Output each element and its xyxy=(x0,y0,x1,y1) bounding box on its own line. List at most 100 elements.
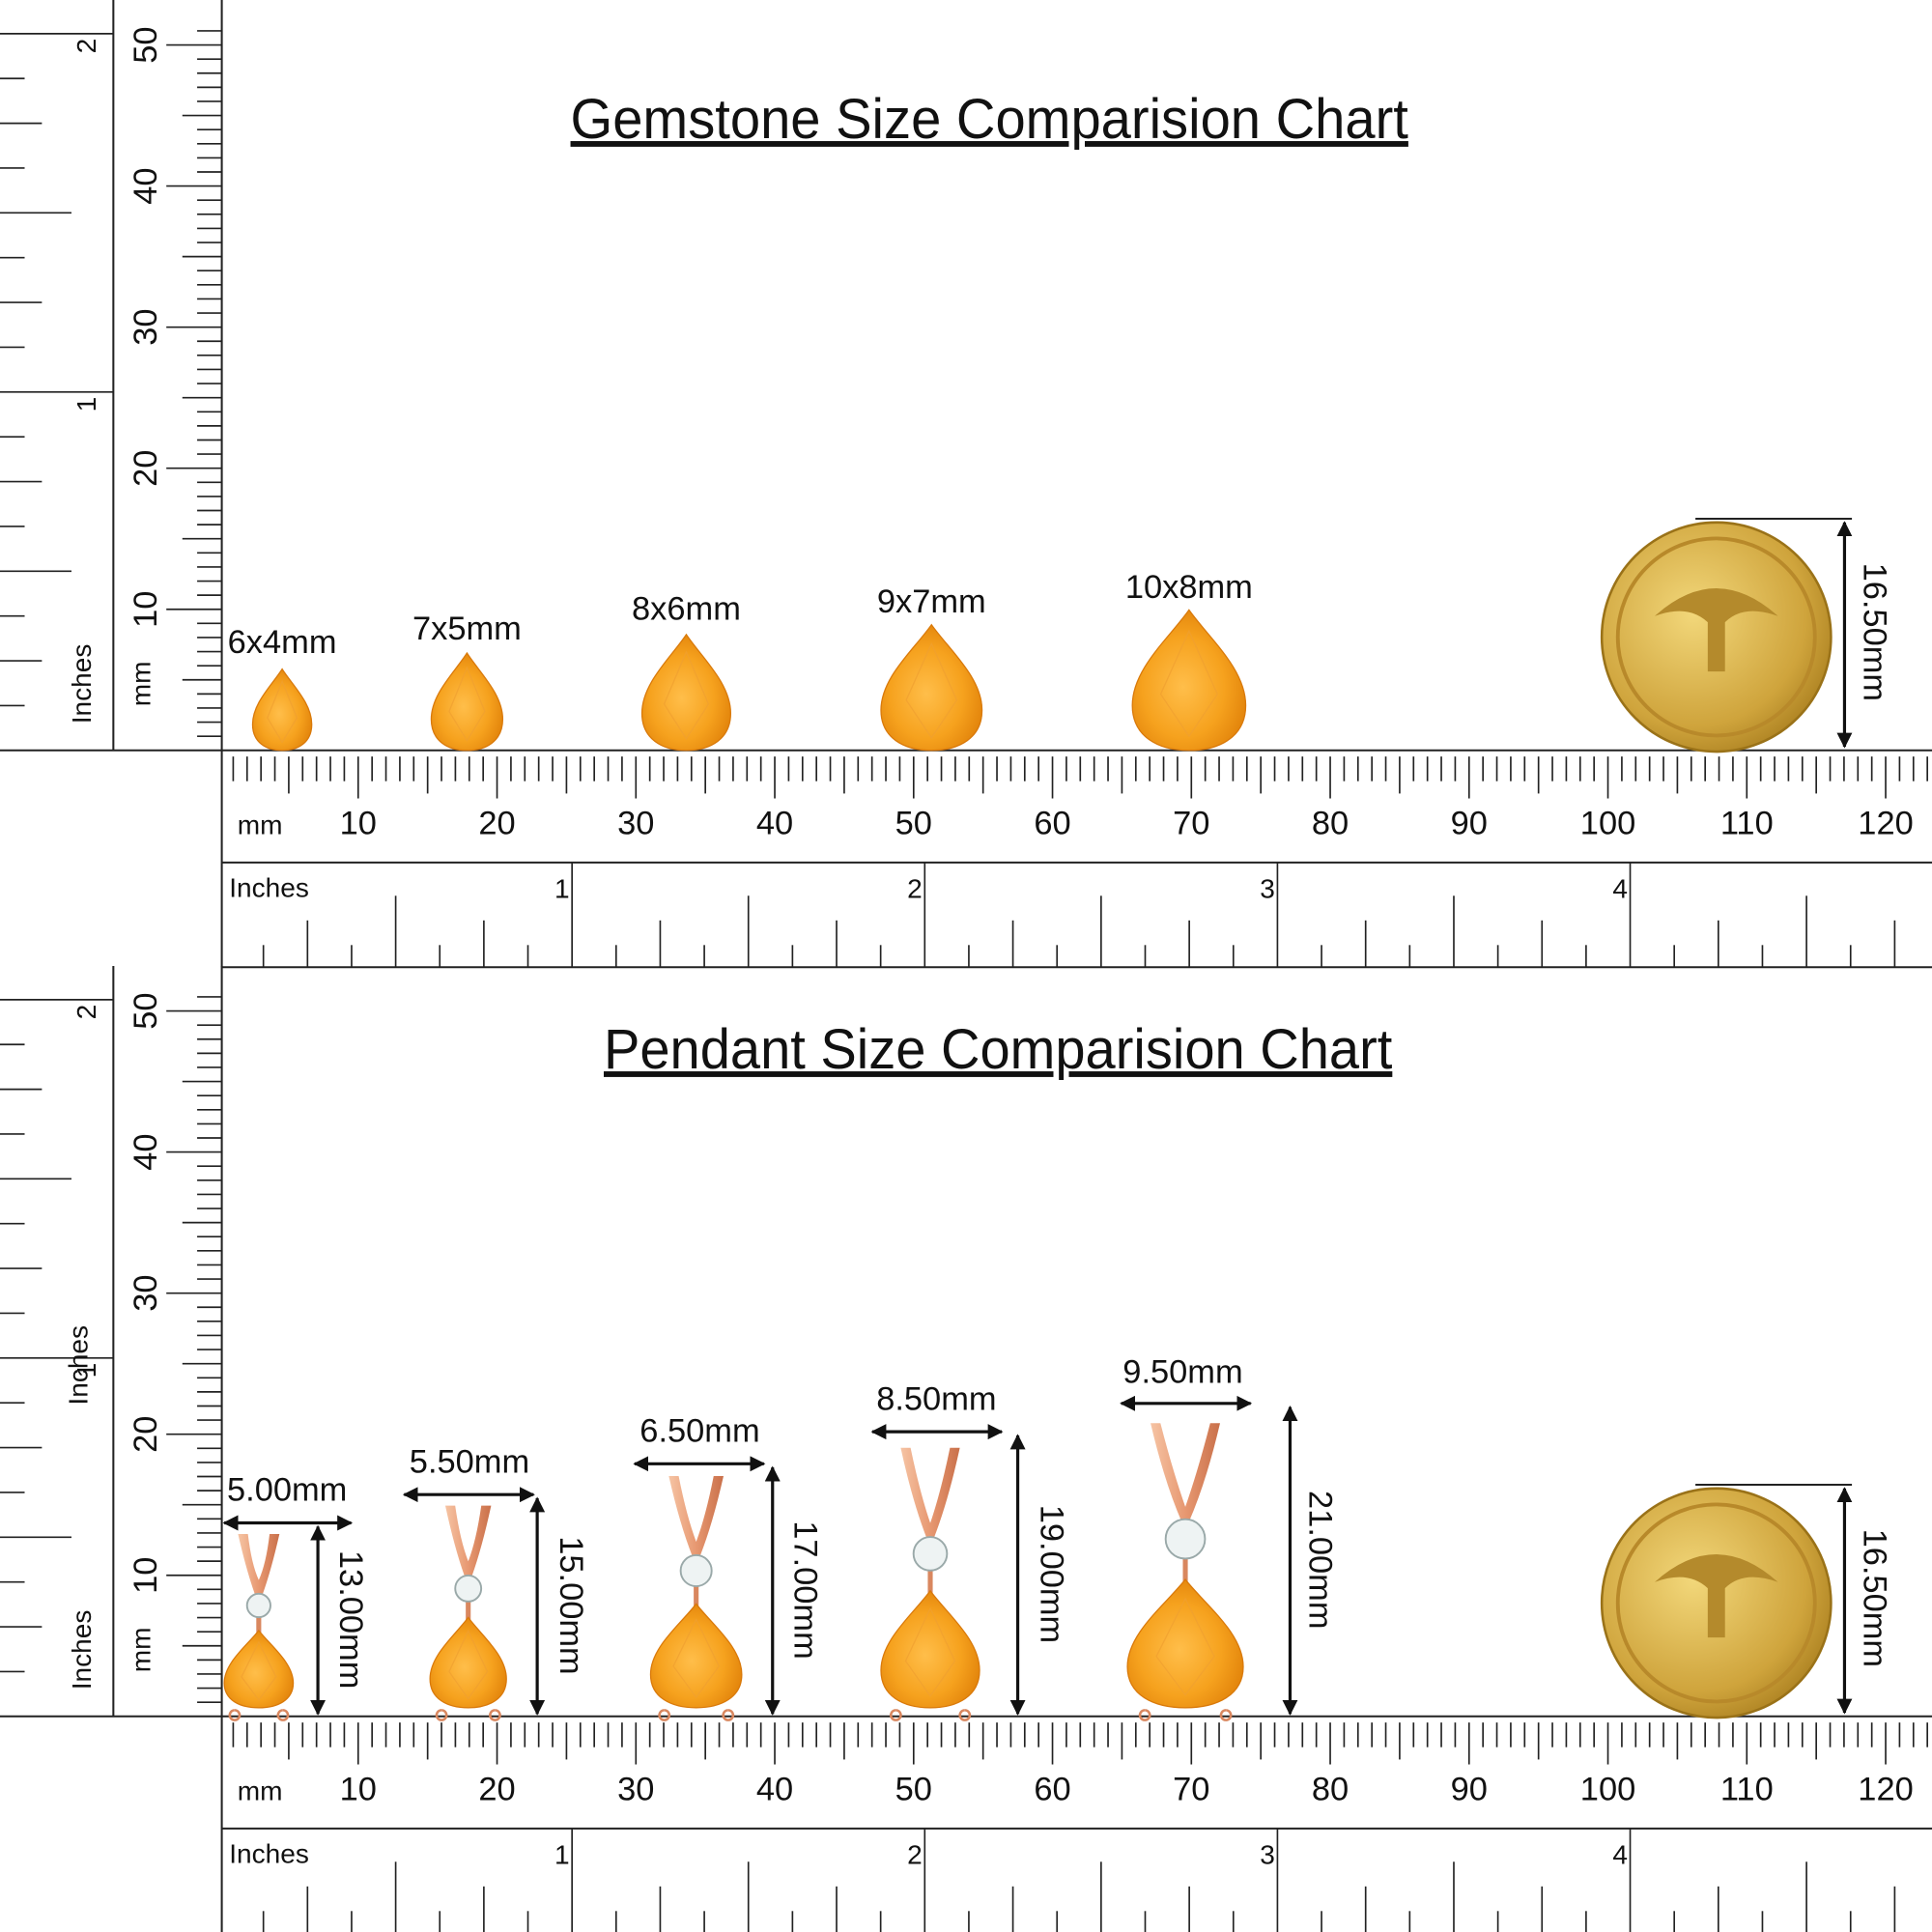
gem-facet xyxy=(663,650,710,740)
side-mm-number: 10 xyxy=(128,1557,164,1594)
side-mm-number: 10 xyxy=(128,591,164,628)
gemstone xyxy=(1131,609,1247,752)
gem-size: 8x6mm xyxy=(632,591,741,628)
mm-number: 40 xyxy=(756,1772,793,1808)
pendant-height: 13.00mm xyxy=(332,1550,369,1689)
mm-number: 10 xyxy=(340,1772,377,1808)
pendant-width: 9.50mm xyxy=(1122,1353,1242,1390)
side-mm-number: 50 xyxy=(128,992,164,1029)
inch-number: 3 xyxy=(1260,1840,1275,1870)
side-inch-number: 1 xyxy=(71,1363,101,1378)
gem-facet xyxy=(1159,629,1218,738)
coin-eagle xyxy=(1655,1554,1778,1638)
mm-number: 60 xyxy=(1034,806,1070,842)
mm-number: 100 xyxy=(1580,806,1635,842)
pendant-gem xyxy=(880,1589,980,1709)
side-mm-number: 30 xyxy=(128,308,164,345)
pendant-prongs xyxy=(1138,1709,1233,1721)
side-inch-label: Inches xyxy=(63,1325,93,1406)
pendant-height: 15.00mm xyxy=(553,1536,589,1674)
ruler: 10 20 30 40 50 60 70 80 90 100 110 120 mm 1 2 3 4 Inches 1… xyxy=(0,0,1932,969)
pendant-width: 5.50mm xyxy=(410,1443,529,1480)
coin-eagle xyxy=(1655,588,1778,672)
inch-label: Inches xyxy=(229,872,309,902)
side-mm-number: 30 xyxy=(128,1274,164,1311)
mm-number: 40 xyxy=(756,806,793,842)
pendant-prongs xyxy=(658,1709,735,1721)
gem-size: 7x5mm xyxy=(412,611,522,647)
pendant-bail xyxy=(238,1534,280,1595)
mm-number: 50 xyxy=(895,1772,932,1808)
gemstone xyxy=(640,633,732,752)
gem-facet xyxy=(1155,1597,1215,1696)
pendant-bail xyxy=(1151,1423,1221,1522)
pendant-width: 8.50mm xyxy=(876,1380,996,1417)
mm-number: 70 xyxy=(1173,1772,1209,1808)
gem-facet xyxy=(904,1606,956,1697)
mm-number: 110 xyxy=(1720,1772,1774,1808)
gem-facet xyxy=(241,1640,277,1701)
pendant-gem xyxy=(1126,1578,1244,1709)
coin-diameter: 16.50mm xyxy=(1857,563,1893,702)
gem-size: 10x8mm xyxy=(1125,569,1253,606)
side-mm-number: 40 xyxy=(128,1133,164,1170)
gem-facet xyxy=(448,1629,489,1700)
mm-number: 80 xyxy=(1312,806,1349,842)
coin-rim xyxy=(1615,536,1817,738)
mm-number: 20 xyxy=(478,1772,515,1808)
mm-label: mm xyxy=(238,810,283,839)
pendant-title: Pendant Size Comparision Chart xyxy=(604,1018,1392,1081)
mm-number: 30 xyxy=(617,806,654,842)
inch-number: 4 xyxy=(1612,1840,1628,1870)
side-mm-number: 50 xyxy=(128,26,164,63)
inch-number: 1 xyxy=(554,1840,570,1870)
side-mm-label: mm xyxy=(126,1628,156,1673)
pendant-gem xyxy=(429,1616,507,1709)
mm-number: 90 xyxy=(1451,806,1488,842)
mm-number: 60 xyxy=(1034,1772,1070,1808)
pendant-gem xyxy=(223,1629,295,1709)
pendant-width: 5.00mm xyxy=(227,1472,347,1509)
side-inch-number: 2 xyxy=(71,1005,101,1020)
pendant-bail xyxy=(900,1447,960,1538)
pendant-diamond xyxy=(454,1574,483,1603)
side-mm-number: 20 xyxy=(128,1416,164,1453)
pendant-bail xyxy=(668,1476,724,1557)
mm-number: 120 xyxy=(1858,806,1913,842)
mm-number: 100 xyxy=(1580,1772,1635,1808)
gem-facet xyxy=(672,1617,721,1699)
pendant-diamond xyxy=(912,1536,949,1572)
gemstone-title: Gemstone Size Comparision Chart xyxy=(571,88,1408,151)
side-mm-number: 40 xyxy=(128,167,164,204)
side-mm-number: 20 xyxy=(128,450,164,487)
side-inch-label: Inches xyxy=(67,1610,97,1690)
gemstone xyxy=(430,651,504,752)
mm-number: 90 xyxy=(1451,1772,1488,1808)
gem-size: 9x7mm xyxy=(877,583,986,620)
inch-number: 2 xyxy=(907,874,923,904)
inch-number: 1 xyxy=(554,874,570,904)
mm-number: 110 xyxy=(1720,806,1774,842)
inch-label: Inches xyxy=(229,1838,309,1868)
pendant-bail xyxy=(444,1505,492,1577)
inch-number: 3 xyxy=(1260,874,1275,904)
gem-facet xyxy=(448,666,486,742)
gemstone xyxy=(251,668,313,752)
pendant-height: 21.00mm xyxy=(1302,1491,1339,1629)
pendant-height: 19.00mm xyxy=(1034,1505,1070,1643)
pendant-prongs xyxy=(890,1709,972,1721)
pendant-width: 6.50mm xyxy=(639,1413,759,1450)
mm-number: 10 xyxy=(340,806,377,842)
pendant-prongs xyxy=(435,1709,501,1721)
pendant-gem xyxy=(649,1603,743,1709)
inch-number: 4 xyxy=(1612,874,1628,904)
mm-number: 80 xyxy=(1312,1772,1349,1808)
pendant-prongs xyxy=(228,1709,290,1721)
inch-number: 2 xyxy=(907,1840,923,1870)
side-inch-label: Inches xyxy=(67,644,97,724)
mm-number: 70 xyxy=(1173,806,1209,842)
pendant-diamond xyxy=(245,1592,271,1619)
